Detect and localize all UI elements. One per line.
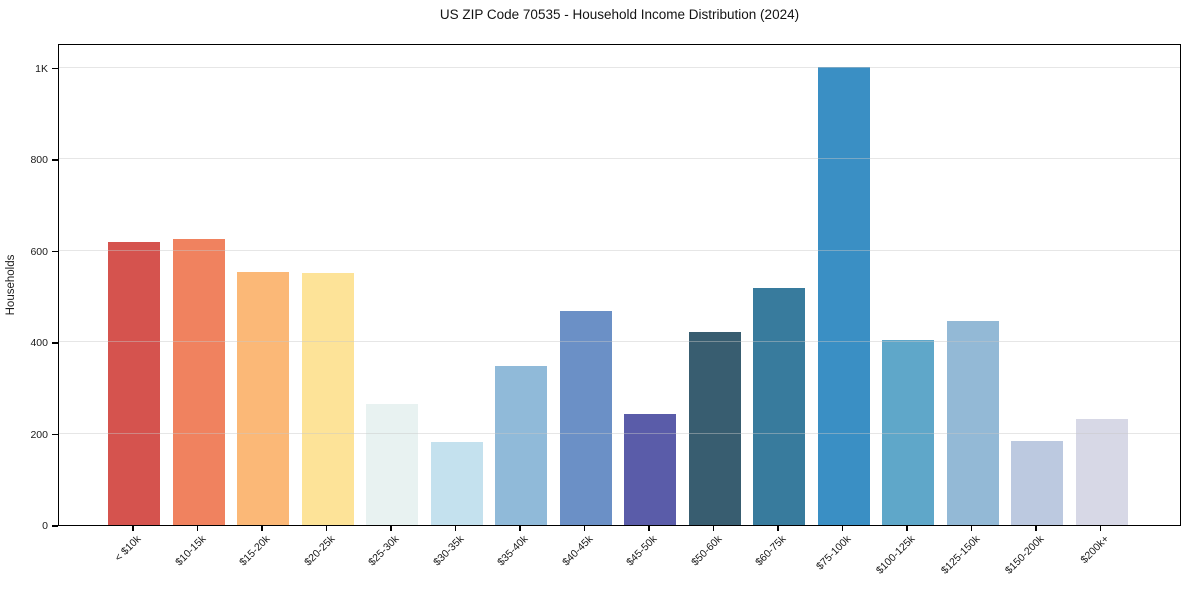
bar-40-45k: [559, 310, 612, 525]
bar-60-75k: [753, 287, 805, 525]
gridline-600: [59, 249, 1180, 251]
x-tick-mark-7: [583, 526, 586, 531]
y-tick-mark-800: [52, 159, 58, 161]
y-tick-mark-1000: [52, 67, 58, 70]
x-tick-mark-10: [777, 526, 779, 531]
x-tick-mark-3: [325, 526, 328, 531]
x-tick-mark-9: [712, 526, 715, 531]
gridline-800: [59, 158, 1180, 160]
x-tick-mark-0: [132, 526, 134, 531]
y-tick-mark-200: [52, 433, 58, 436]
bar-20-25k: [301, 273, 354, 525]
x-tick-mark-1: [196, 526, 199, 531]
y-tick-label-0: 0: [42, 520, 48, 532]
bar-15-20k: [237, 271, 289, 525]
gridline-1000: [59, 66, 1180, 68]
gridline-400: [59, 341, 1180, 343]
x-tick-mark-11: [841, 526, 844, 531]
bar-100-125k: [882, 340, 934, 525]
x-tick-mark-15: [1099, 526, 1102, 531]
y-tick-label-200: 200: [30, 428, 48, 441]
x-tick-mark-13: [970, 526, 973, 531]
y-tick-label-600: 600: [30, 245, 48, 258]
y-tick-label-800: 800: [30, 154, 48, 167]
y-tick-mark-0: [52, 525, 58, 527]
y-tick-label-400: 400: [30, 337, 48, 350]
y-tick-label-1000: 1K: [35, 62, 48, 75]
bar-25-30k: [366, 403, 418, 525]
x-tick-mark-5: [454, 526, 457, 531]
bar-35-40k: [495, 365, 547, 525]
bar-10-15k: [172, 238, 225, 525]
bar-30-35k: [430, 441, 483, 525]
y-tick-mark-600: [52, 250, 58, 253]
y-tick-mark-400: [52, 342, 58, 344]
bar-45-50k: [624, 414, 676, 525]
y-axis-label: Households: [5, 254, 17, 316]
x-tick-mark-2: [261, 526, 263, 531]
x-tick-mark-8: [648, 526, 650, 531]
bar-10k: [108, 242, 160, 525]
gridline-200: [59, 432, 1180, 434]
chart-title: US ZIP Code 70535 - Household Income Dis…: [439, 7, 800, 22]
x-tick-label-0: < $10k: [112, 533, 144, 564]
bar-75-100k: [817, 66, 870, 525]
x-tick-mark-6: [519, 526, 521, 531]
x-tick-mark-12: [906, 526, 908, 531]
bar-50-60k: [688, 332, 741, 525]
bar-200k: [1075, 419, 1128, 525]
bar-150-200k: [1011, 441, 1063, 525]
x-tick-mark-14: [1035, 526, 1037, 531]
plot-area: [58, 44, 1181, 526]
bar-125-150k: [946, 320, 999, 525]
x-tick-mark-4: [390, 526, 392, 531]
